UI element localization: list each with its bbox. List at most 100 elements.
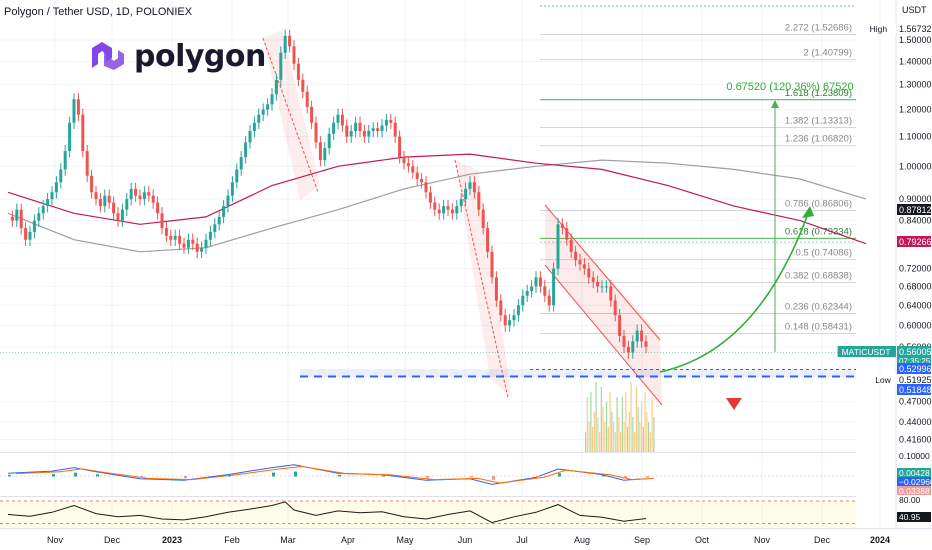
candle-body [543,286,547,296]
volume-bar [616,397,618,452]
macd-label-box [897,468,931,478]
candle-body [428,192,432,203]
volume-bar [625,392,627,452]
candle-body [411,166,415,173]
candle-body [455,206,459,214]
candle-body [217,216,221,225]
volume-bars [585,382,655,452]
volume-bar [606,402,608,452]
price-tick-label: 0.60000 [899,320,932,330]
candle-body [235,169,239,183]
candle-body [178,235,182,244]
macd-hist-bar [624,476,627,479]
candle-body [134,188,138,196]
volume-bar [607,427,609,452]
time-tick-label: Dec [814,535,831,545]
candle-body [613,300,617,316]
candle-body [450,209,454,214]
candle-body [182,243,186,248]
price-tick-label: 0.84000 [899,216,932,226]
fib-label: 2.272 (1.52686) [785,22,852,33]
candle-body [41,206,45,214]
candle-body [15,209,19,221]
volume-bar [651,397,653,452]
macd-hist-bar [558,473,561,477]
candle-body [19,209,23,229]
volume-bar [618,417,620,452]
candle-body [354,122,358,131]
macd-hist-bar [96,474,99,477]
candle-body [512,315,516,321]
candle-body [244,142,248,158]
price-label-value: 0.56005 [899,347,932,357]
volume-bar [641,402,643,452]
candle-body [380,125,384,131]
fib-label: 0.236 (0.62344) [785,301,852,312]
candle-body [230,182,234,196]
polygon-logo-icon [92,42,124,70]
candle-body [68,122,72,152]
candle-body [525,291,529,296]
candle-body [37,213,41,221]
fib-label: 0.382 (0.68838) [785,271,852,282]
macd-hist-bar [382,475,385,477]
volume-bar [599,432,601,452]
projection-arrow [659,100,814,410]
candle-body [81,114,85,152]
price-label-value: 0.51848 [899,385,932,395]
candle-body [169,235,173,240]
price-label-tag: High [870,24,888,34]
volume-bar [609,392,611,452]
candle-body [384,120,388,126]
candle-body [151,195,155,203]
volume-bar [592,427,594,452]
macd-hist-bar [8,474,11,477]
rsi-label: 40.95 [899,512,921,522]
candle-body [204,239,208,248]
fibonacci-levels: 2.272 (1.52686) 2 (1.40799) 1.618 (1.23809… [540,5,856,335]
price-label-tag: Low [875,375,891,385]
candle-body [112,202,116,214]
volume-bar [621,397,623,452]
price-label-value: 0.79266 [899,237,932,247]
candle-body [486,228,490,252]
rsi-label: 80.00 [899,495,921,505]
fib-label: 0.148 (0.58431) [785,322,852,333]
trend-channels [262,30,663,406]
volume-bar [644,392,646,452]
macd-label-box [897,477,931,487]
volume-bar [585,432,587,452]
candle-body [129,188,133,200]
candle-body [362,130,366,137]
macd-hist-bar [602,475,605,477]
candle-body [635,330,639,342]
macd-hist-bar [52,474,55,477]
candle-body [530,286,534,292]
macd-hist-bar [228,475,231,477]
candle-body [406,163,410,167]
candle-body [305,91,309,107]
candle-body [24,228,28,240]
candle-body [323,148,327,161]
candle-body [481,209,485,229]
volume-bar [588,422,590,452]
candle-body [54,182,58,193]
candle-body [147,192,151,196]
volume-bar [593,412,595,452]
volume-bar [604,422,606,452]
price-label-timer: 07:35:25 [899,357,931,366]
time-tick-label: Jun [458,535,473,545]
volume-bar [639,422,641,452]
price-tick-label: 1.10000 [899,132,932,142]
candle-body [32,220,36,232]
candle-body [336,114,340,123]
candle-body [402,157,406,164]
price-label-tag-box [871,374,896,385]
volume-bar [635,387,637,452]
candle-body [301,79,305,92]
candle-body [292,46,296,64]
candle-body [72,99,76,123]
time-tick-label: May [396,535,414,545]
macd-hist-bar [536,476,539,478]
